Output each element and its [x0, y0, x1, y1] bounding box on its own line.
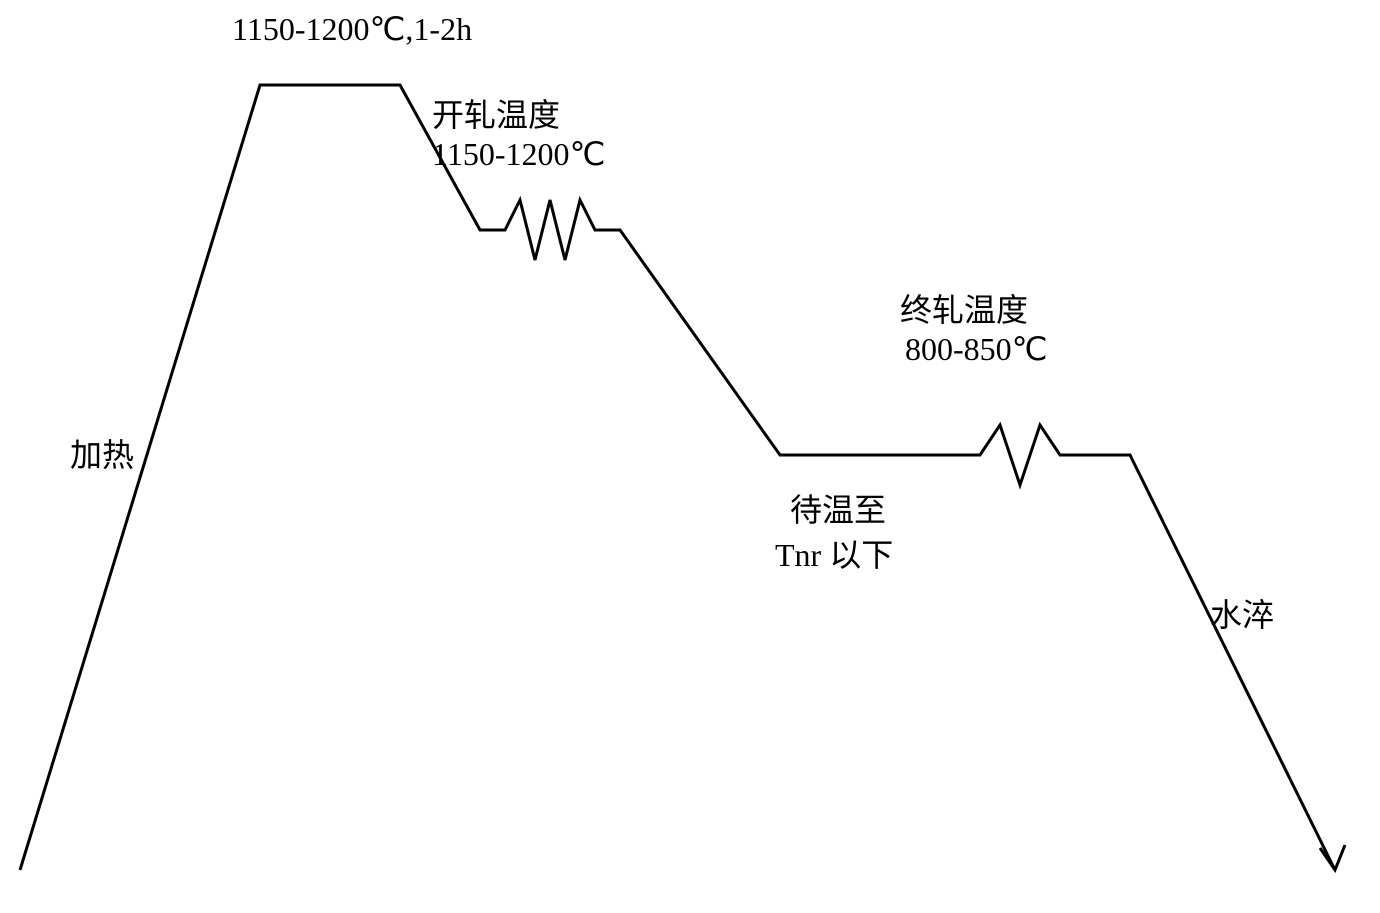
- start-rolling-label: 开轧温度: [432, 90, 560, 136]
- finish-rolling-temp: 800-850℃: [905, 330, 1048, 368]
- peak-hold-label: 1150-1200℃,1-2h: [232, 10, 472, 48]
- wait-temp-line2: Tnr 以下: [775, 530, 893, 576]
- quench-label: 水淬: [1210, 590, 1274, 636]
- finish-rolling-label: 终轧温度: [900, 285, 1028, 331]
- heating-label: 加热: [70, 430, 134, 476]
- process-diagram: [0, 0, 1380, 913]
- process-line: [20, 85, 1335, 870]
- start-rolling-temp: 1150-1200℃: [432, 135, 605, 173]
- wait-temp-line1: 待温至: [790, 485, 886, 531]
